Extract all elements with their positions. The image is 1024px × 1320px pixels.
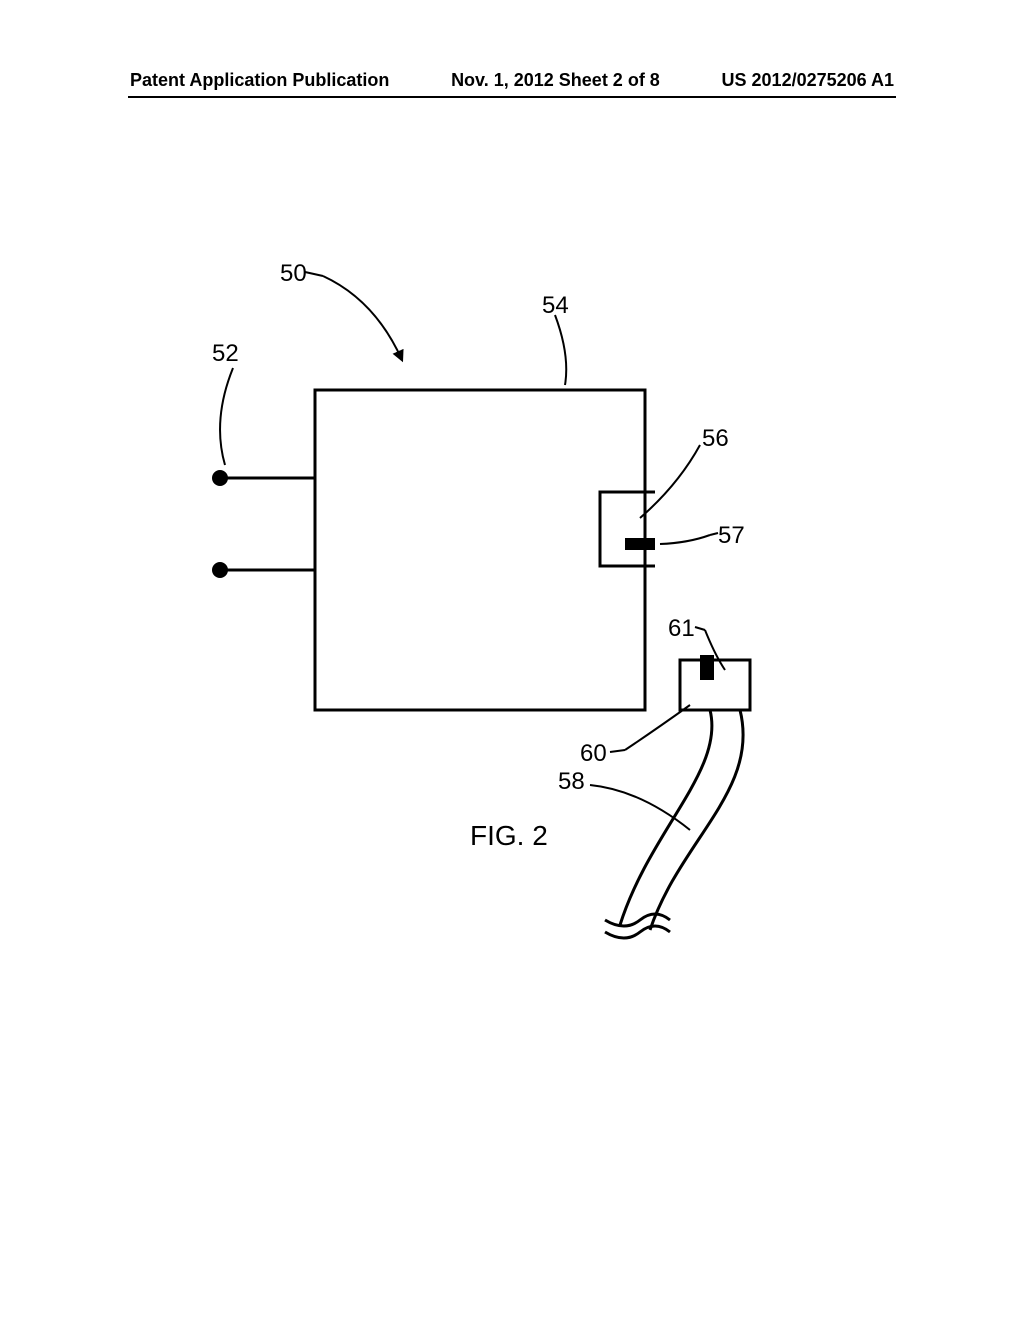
header-right: US 2012/0275206 A1 (722, 70, 894, 91)
ref-58: 58 (558, 768, 585, 796)
header-rule (128, 96, 896, 98)
ref-54: 54 (542, 292, 569, 320)
ref-61: 61 (668, 615, 695, 643)
figure-svg (170, 260, 870, 960)
ref-52: 52 (212, 340, 239, 368)
header-center: Nov. 1, 2012 Sheet 2 of 8 (451, 70, 660, 91)
figure-caption: FIG. 2 (470, 820, 548, 852)
ref-57: 57 (718, 522, 745, 550)
header-left: Patent Application Publication (130, 70, 389, 91)
patent-header: Patent Application Publication Nov. 1, 2… (0, 70, 1024, 91)
ref-50: 50 (280, 260, 307, 288)
ref-60: 60 (580, 740, 607, 768)
ref-56: 56 (702, 425, 729, 453)
figure-2: 50 52 54 56 57 58 60 61 FIG. 2 (170, 260, 870, 960)
